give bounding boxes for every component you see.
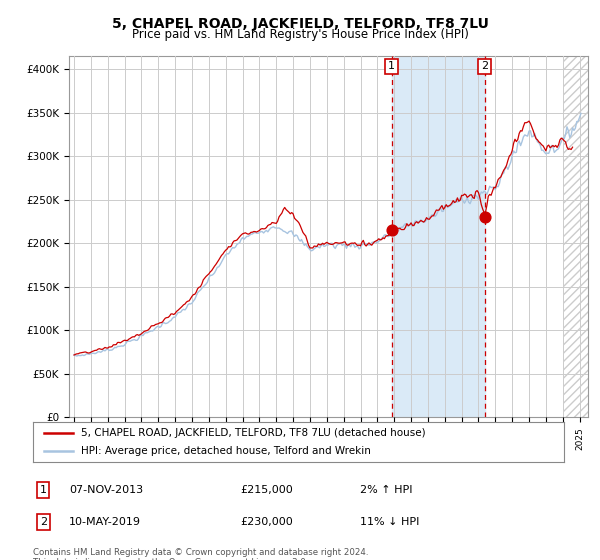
Bar [564,56,600,417]
Text: 11% ↓ HPI: 11% ↓ HPI [360,517,419,527]
Text: £215,000: £215,000 [240,485,293,495]
Text: 10-MAY-2019: 10-MAY-2019 [69,517,141,527]
Text: 1: 1 [40,485,47,495]
Text: Contains HM Land Registry data © Crown copyright and database right 2024.
This d: Contains HM Land Registry data © Crown c… [33,548,368,560]
Point [480,213,490,222]
Bar [564,56,600,417]
Text: 5, CHAPEL ROAD, JACKFIELD, TELFORD, TF8 7LU: 5, CHAPEL ROAD, JACKFIELD, TELFORD, TF8 … [112,17,488,31]
Text: HPI: Average price, detached house, Telford and Wrekin: HPI: Average price, detached house, Telf… [81,446,371,456]
Text: Price paid vs. HM Land Registry's House Price Index (HPI): Price paid vs. HM Land Registry's House … [131,28,469,41]
Text: 5, CHAPEL ROAD, JACKFIELD, TELFORD, TF8 7LU (detached house): 5, CHAPEL ROAD, JACKFIELD, TELFORD, TF8 … [81,428,425,437]
Text: 1: 1 [388,62,395,72]
Bar [392,56,485,417]
Text: £230,000: £230,000 [240,517,293,527]
Text: 07-NOV-2013: 07-NOV-2013 [69,485,143,495]
Point [387,226,397,235]
Text: 2: 2 [40,517,47,527]
Text: 2: 2 [481,62,488,72]
Text: 2% ↑ HPI: 2% ↑ HPI [360,485,413,495]
